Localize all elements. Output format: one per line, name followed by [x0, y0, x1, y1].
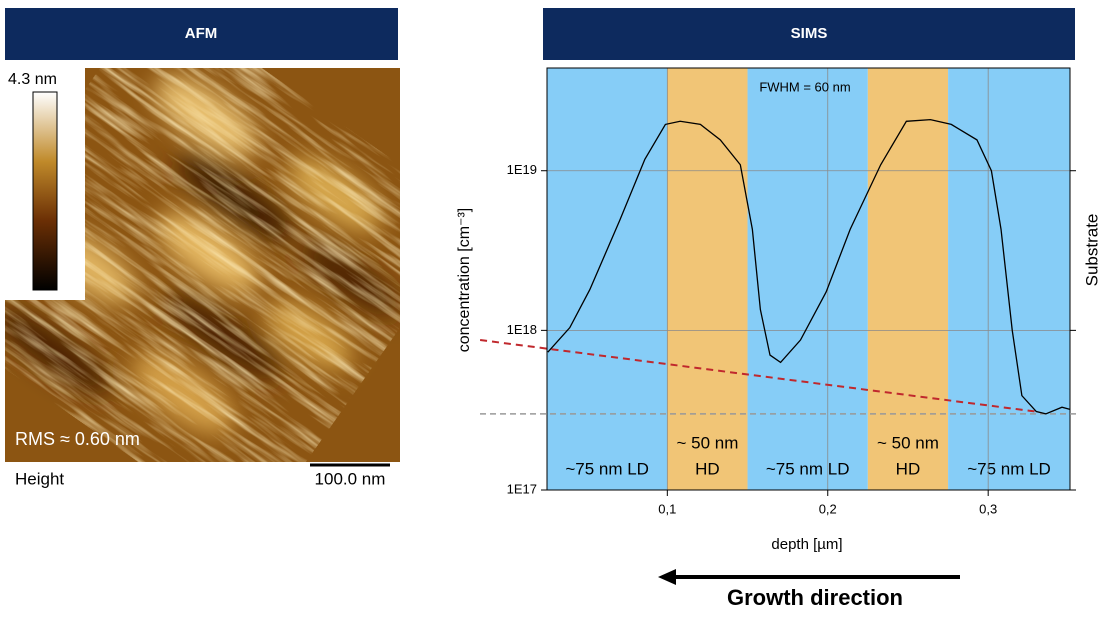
- x-axis-label: depth [µm]: [771, 536, 842, 553]
- band-label: HD: [896, 459, 921, 478]
- growth-arrowhead: [658, 569, 676, 585]
- rms-label: RMS ≈ 0.60 nm: [15, 429, 140, 449]
- fwhm-annotation: FWHM = 60 nm: [759, 79, 850, 94]
- band: [948, 68, 1070, 490]
- band-label: ~75 nm LD: [766, 459, 850, 478]
- y-tick-label: 1E18: [507, 322, 537, 337]
- band: [868, 68, 948, 490]
- substrate-label: Substrate: [1082, 214, 1101, 287]
- band-label: ~ 50 nm: [676, 433, 738, 452]
- y-tick-label: 1E17: [507, 481, 537, 496]
- band: [547, 68, 667, 490]
- y-axis-label: concentration [cm⁻³]: [456, 208, 473, 353]
- band-label: ~ 50 nm: [877, 433, 939, 452]
- figure: AFM 4.3 nm RMS ≈ 0.60 nm Height 100.0 nm…: [0, 0, 1105, 615]
- x-tick-label: 0,2: [819, 501, 837, 516]
- band-label: ~75 nm LD: [565, 459, 649, 478]
- plot: ~75 nm LD ~ 50 nm HD ~75 nm LD ~ 50 nm HD ~75 …: [480, 68, 1080, 516]
- colorbar: [33, 92, 57, 290]
- x-tick-label: 0,3: [979, 501, 997, 516]
- chart-title: SIMS: [791, 25, 828, 42]
- band: [667, 68, 747, 490]
- band-label: ~75 nm LD: [967, 459, 1051, 478]
- channel-label: Height: [15, 469, 64, 488]
- afm-header: AFM: [185, 25, 218, 42]
- band-label: HD: [695, 459, 720, 478]
- y-tick-label: 1E19: [507, 162, 537, 177]
- band: [748, 68, 868, 490]
- x-tick-label: 0,1: [658, 501, 676, 516]
- growth-label: Growth direction: [727, 585, 903, 610]
- scale-bar-label: 100.0 nm: [315, 469, 386, 488]
- colorbar-label: 4.3 nm: [8, 71, 57, 88]
